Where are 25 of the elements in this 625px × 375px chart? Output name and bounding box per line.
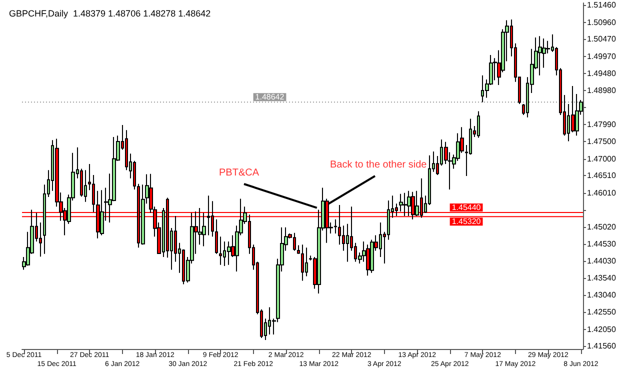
ref-line-label: 1.45440 xyxy=(452,203,482,212)
y-tick-label: 1.41560 xyxy=(587,342,616,351)
y-tick-label: 1.49480 xyxy=(587,68,616,78)
y-tick-label: 1.42550 xyxy=(587,308,616,317)
y-tick-label: 1.47000 xyxy=(587,154,616,164)
y-tick-label: 1.50960 xyxy=(587,18,616,27)
y-tick-label: 1.49970 xyxy=(587,52,616,61)
annotation: PBT&CA xyxy=(219,168,260,178)
y-tick-label: 1.42050 xyxy=(587,324,616,334)
y-tick-label: 1.51460 xyxy=(587,0,616,10)
y-tick-label: 1.43540 xyxy=(587,274,616,283)
ref-line-label: 1.45320 xyxy=(452,217,482,226)
y-tick-label: 1.44530 xyxy=(587,239,616,248)
y-tick-label: 1.50470 xyxy=(587,34,616,44)
annotation: Back to the other side xyxy=(330,160,428,170)
y-tick-label: 1.43040 xyxy=(587,290,616,300)
y-tick-label: 1.46010 xyxy=(587,188,616,198)
y-tick-label: 1.46510 xyxy=(587,171,616,180)
y-tick-label: 1.47500 xyxy=(587,137,616,146)
y-tick-label: 1.45020 xyxy=(587,222,616,232)
text: GBPCHF,Daily 1.48379 1.48706 1.48278 1.48642 xyxy=(9,8,211,18)
ref-line-label: 1.48642 xyxy=(255,92,285,102)
y-tick-label: 1.48980 xyxy=(587,86,616,96)
y-tick-label: 1.47990 xyxy=(587,120,616,130)
y-tick-label: 1.44030 xyxy=(587,256,616,266)
